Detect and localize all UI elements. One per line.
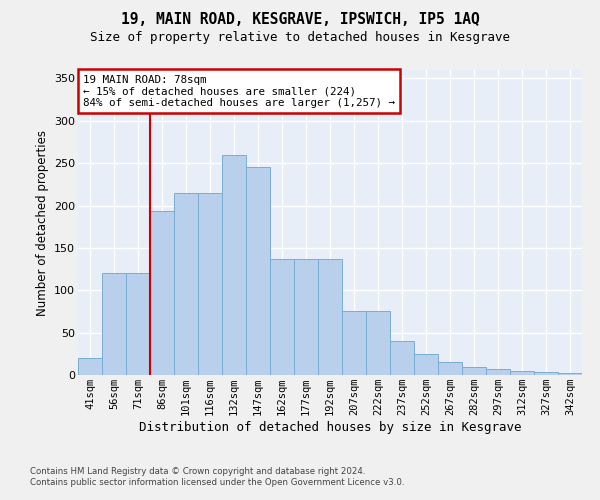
Text: Contains HM Land Registry data © Crown copyright and database right 2024.: Contains HM Land Registry data © Crown c… — [30, 467, 365, 476]
Bar — [510, 371, 534, 375]
Bar — [150, 212, 174, 375]
Text: Contains public sector information licensed under the Open Government Licence v3: Contains public sector information licen… — [30, 478, 404, 487]
Bar — [198, 193, 222, 375]
Bar — [414, 354, 438, 375]
Bar — [102, 274, 126, 375]
Bar — [126, 274, 150, 375]
X-axis label: Distribution of detached houses by size in Kesgrave: Distribution of detached houses by size … — [139, 421, 521, 434]
Bar — [486, 369, 510, 375]
Bar — [174, 193, 198, 375]
Bar — [390, 341, 414, 375]
Bar — [294, 259, 318, 375]
Bar — [342, 312, 366, 375]
Text: Size of property relative to detached houses in Kesgrave: Size of property relative to detached ho… — [90, 31, 510, 44]
Bar — [246, 168, 270, 375]
Bar — [462, 366, 486, 375]
Bar — [558, 374, 582, 375]
Bar — [534, 372, 558, 375]
Bar — [270, 259, 294, 375]
Bar — [366, 312, 390, 375]
Text: 19 MAIN ROAD: 78sqm
← 15% of detached houses are smaller (224)
84% of semi-detac: 19 MAIN ROAD: 78sqm ← 15% of detached ho… — [83, 74, 395, 108]
Y-axis label: Number of detached properties: Number of detached properties — [35, 130, 49, 316]
Bar — [222, 154, 246, 375]
Bar — [78, 358, 102, 375]
Text: 19, MAIN ROAD, KESGRAVE, IPSWICH, IP5 1AQ: 19, MAIN ROAD, KESGRAVE, IPSWICH, IP5 1A… — [121, 12, 479, 28]
Bar — [318, 259, 342, 375]
Bar — [438, 362, 462, 375]
